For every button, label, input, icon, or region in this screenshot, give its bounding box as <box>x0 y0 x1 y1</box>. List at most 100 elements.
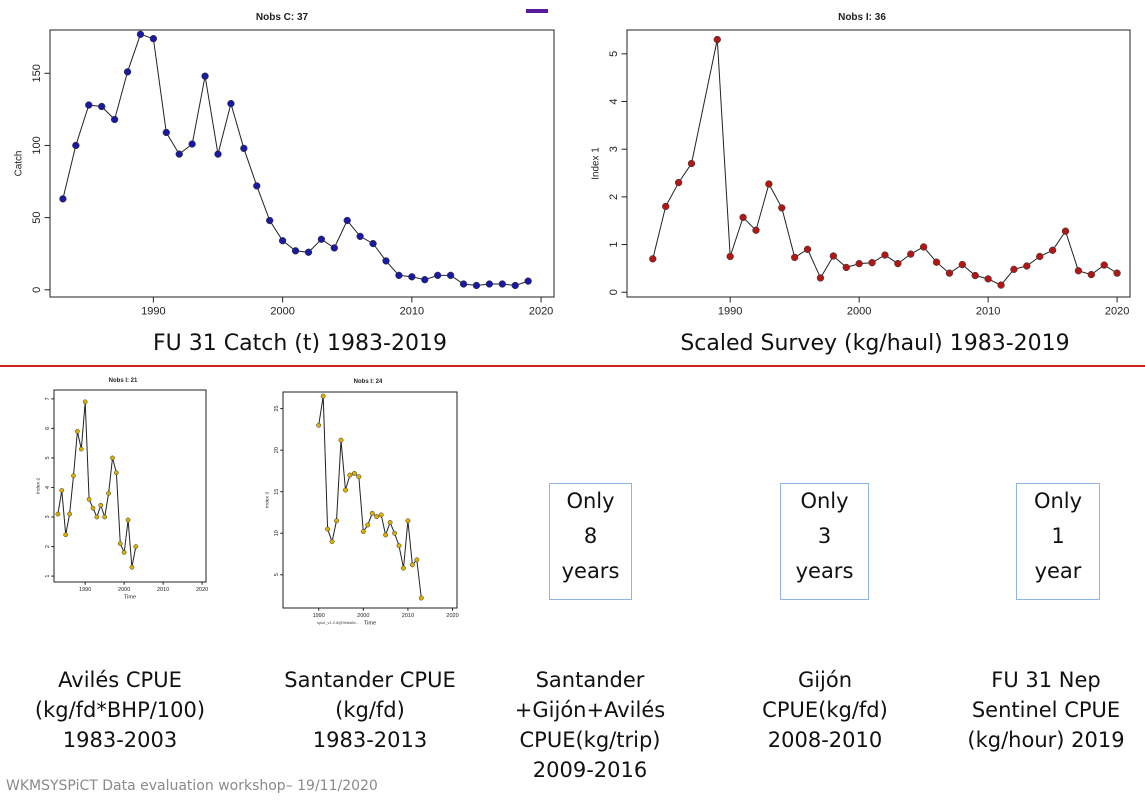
data-point <box>149 35 158 43</box>
data-point <box>498 280 506 288</box>
x-tick-label: 2010 <box>402 613 414 619</box>
y-tick-label: 100 <box>31 136 43 154</box>
data-point <box>984 275 992 283</box>
data-point <box>214 150 222 158</box>
data-point <box>94 514 100 520</box>
data-point <box>778 204 786 212</box>
combined-caption-line-3: CPUE(kg/trip) <box>519 728 661 752</box>
data-point <box>1074 267 1083 275</box>
data-point <box>291 247 300 255</box>
santander-caption: Santander CPUE (kg/fd) 1983-2013 <box>260 665 480 755</box>
gijon-note-box: Only 3 years <box>780 483 869 600</box>
data-point <box>1023 262 1031 270</box>
data-point <box>98 502 104 508</box>
data-point <box>418 595 424 601</box>
data-point <box>98 102 106 111</box>
data-point <box>919 243 928 251</box>
y-tick-label: 0 <box>608 289 620 295</box>
y-tick-label: 150 <box>31 64 43 82</box>
y-axis-label: Index 3 <box>265 492 271 508</box>
data-point <box>446 271 455 280</box>
data-point <box>227 99 235 108</box>
y-tick-label: 5 <box>274 573 280 576</box>
data-point <box>395 271 403 280</box>
data-point <box>125 517 131 523</box>
x-tick-label: 2020 <box>196 587 208 593</box>
data-point <box>434 271 442 280</box>
series-line <box>318 396 422 599</box>
sentinel-note-box: Only 1 year <box>1016 483 1100 600</box>
data-point <box>136 30 145 38</box>
data-point <box>86 496 92 502</box>
aviles-chart-title: Nobs I: 21 <box>108 378 138 384</box>
data-point <box>997 281 1005 289</box>
data-point <box>687 159 696 168</box>
aviles-chart-panel: Nobs I: 21 1990 2000 2010 2020 1 2 3 4 5 6 7 Index … <box>28 376 210 614</box>
data-point <box>881 251 889 259</box>
y-tick-label: 6 <box>45 427 51 430</box>
santander-caption-line-2: (kg/fd) <box>335 698 405 722</box>
data-point <box>907 250 915 258</box>
data-point <box>409 562 415 568</box>
x-tick-label: 2010 <box>400 306 424 318</box>
data-point <box>459 280 468 288</box>
data-point <box>945 269 954 277</box>
x-tick-label: 1990 <box>79 587 91 593</box>
x-tick-label: 1990 <box>718 306 742 318</box>
data-point <box>1061 227 1070 235</box>
data-point <box>791 253 799 262</box>
data-point <box>133 544 139 549</box>
y-tick-label: 50 <box>31 211 43 223</box>
data-point <box>842 263 850 272</box>
data-point <box>674 178 683 187</box>
x-tick-label: 2000 <box>270 306 294 318</box>
data-point <box>63 532 69 538</box>
sentinel-caption-line-2: Sentinel CPUE <box>971 698 1121 722</box>
survey-chart: 1990 2000 2010 2020 0 1 2 3 4 5 Index 1 <box>590 29 1131 318</box>
y-tick-label: 5 <box>608 51 620 57</box>
combined-caption-line-2: +Gijón+Avilés <box>514 698 666 722</box>
data-point <box>201 72 209 80</box>
combined-caption-line-4: 2009-2016 <box>532 758 648 782</box>
santander-caption-line-3: 1983-2013 <box>312 728 428 752</box>
catch-chart: 1990 2000 2010 2020 0 50 100 150 Catch <box>13 29 555 318</box>
section-divider <box>0 365 1145 367</box>
data-point <box>55 511 61 517</box>
data-point <box>421 276 429 284</box>
data-point <box>75 429 80 434</box>
santander-chart-title: Nobs I: 24 <box>353 379 383 385</box>
data-point <box>316 422 322 428</box>
data-point <box>351 470 357 476</box>
data-point <box>82 399 88 405</box>
data-point <box>347 472 353 478</box>
combined-note-box: Only 8 years <box>549 483 632 600</box>
combined-caption: Santander +Gijón+Avilés CPUE(kg/trip) 20… <box>495 665 685 785</box>
data-point <box>343 487 348 493</box>
data-point <box>524 277 532 285</box>
santander-cpue-chart: 1990 2000 2010 2020 5 10 15 20 25 Index 3 Time <box>265 391 459 627</box>
data-point <box>932 258 941 266</box>
aviles-cpue-chart: 1990 2000 2010 2020 1 2 3 4 5 6 7 Index 2 Time <box>36 389 208 601</box>
data-point <box>320 393 326 399</box>
data-point <box>106 491 111 496</box>
series-line <box>652 39 1118 286</box>
data-point <box>739 213 747 222</box>
gijon-note-line-2: 3 <box>817 524 832 548</box>
data-point <box>78 446 84 452</box>
data-point <box>894 259 902 268</box>
data-point <box>343 216 351 225</box>
data-point <box>304 248 313 256</box>
data-point <box>958 260 966 269</box>
data-point <box>392 530 397 536</box>
x-tick-label: 2020 <box>1105 306 1129 318</box>
y-tick-label: 1 <box>608 241 620 247</box>
x-tick-label: 1990 <box>141 306 165 318</box>
data-point <box>356 474 362 480</box>
santander-extra-text: spict_v1.2.8@9b6a6b... <box>317 620 360 625</box>
aviles-caption-line-1: Avilés CPUE <box>58 668 182 692</box>
y-tick-label: 7 <box>45 397 51 400</box>
accent-mark <box>526 9 548 13</box>
data-point <box>713 35 721 44</box>
series-line <box>57 401 137 568</box>
y-tick-label: 4 <box>45 486 51 489</box>
